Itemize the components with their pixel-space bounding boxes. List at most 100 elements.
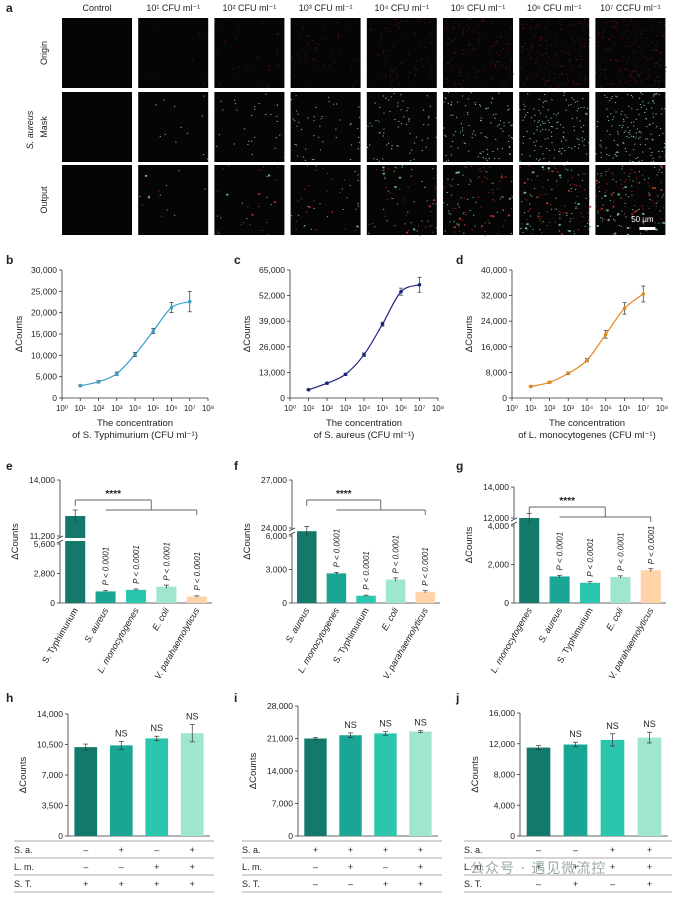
speckle xyxy=(652,139,654,141)
speckle xyxy=(258,193,261,195)
speckle xyxy=(582,140,584,142)
speckle xyxy=(636,71,638,73)
speckle xyxy=(548,122,550,124)
speckle xyxy=(380,34,383,36)
speckle xyxy=(410,175,412,177)
micrograph-tile xyxy=(519,92,590,162)
speckle xyxy=(543,158,545,159)
speckle xyxy=(390,96,392,98)
speckle xyxy=(637,157,639,158)
speckle xyxy=(435,185,437,187)
speckle xyxy=(638,75,640,77)
y-tick-label: 0 xyxy=(502,393,507,403)
speckle xyxy=(443,127,445,129)
speckle xyxy=(339,119,341,121)
speckle xyxy=(369,122,371,124)
speckle xyxy=(638,46,640,48)
speckle xyxy=(664,95,667,97)
table-cell: – xyxy=(536,845,541,855)
speckle xyxy=(570,58,572,60)
speckle xyxy=(413,158,415,160)
ns-label: NS xyxy=(344,720,357,730)
speckle xyxy=(615,155,617,157)
speckle xyxy=(653,102,655,104)
panel-letter-b: b xyxy=(6,253,13,267)
speckle xyxy=(658,94,660,95)
speckle xyxy=(546,225,548,226)
speckle xyxy=(544,100,546,102)
speckle xyxy=(457,223,460,226)
speckle xyxy=(570,169,573,171)
speckle xyxy=(499,198,502,200)
speckle xyxy=(534,150,536,151)
speckle xyxy=(235,38,237,40)
speckle xyxy=(484,222,486,224)
y-tick-label: 52,000 xyxy=(259,291,285,301)
speckle xyxy=(613,218,615,220)
speckle xyxy=(629,160,631,162)
speckle xyxy=(645,230,647,232)
speckle xyxy=(481,21,483,23)
speckle xyxy=(649,85,651,87)
speckle xyxy=(470,92,472,94)
speckle xyxy=(274,147,276,149)
speckle xyxy=(605,190,607,192)
series-line xyxy=(80,301,190,387)
speckle xyxy=(450,213,452,215)
speckle xyxy=(642,101,644,103)
speckle xyxy=(653,187,656,190)
speckle xyxy=(326,190,328,192)
speckle xyxy=(313,200,315,202)
speckle xyxy=(635,210,637,212)
speckle xyxy=(298,39,300,41)
column-header: 10² CFU ml⁻¹ xyxy=(223,3,277,13)
speckle xyxy=(266,222,268,224)
speckle xyxy=(556,122,558,124)
speckle xyxy=(420,58,423,60)
speckle xyxy=(577,174,580,176)
speckle xyxy=(423,124,425,126)
speckle xyxy=(545,100,548,102)
speckle xyxy=(609,58,612,60)
p-value-label: P < 0.0001 xyxy=(392,535,401,574)
x-tick-label: 10⁰ xyxy=(56,404,68,413)
speckle xyxy=(555,168,557,170)
bar xyxy=(339,735,362,836)
speckle xyxy=(634,79,636,81)
speckle xyxy=(319,203,321,205)
speckle xyxy=(268,174,271,177)
speckle xyxy=(276,121,278,122)
speckle xyxy=(549,57,551,59)
speckle xyxy=(474,104,477,106)
speckle xyxy=(161,31,163,33)
speckle xyxy=(238,28,240,30)
micrograph-tile xyxy=(443,92,513,162)
speckle xyxy=(582,173,584,175)
speckle xyxy=(357,204,359,205)
table-cell: + xyxy=(610,845,615,855)
speckle xyxy=(609,83,611,85)
speckle xyxy=(549,76,551,77)
speckle xyxy=(605,23,608,25)
speckle xyxy=(367,48,369,50)
table-cell: + xyxy=(313,845,318,855)
table-cell: + xyxy=(348,862,353,872)
speckle xyxy=(531,195,533,197)
micrograph-tile xyxy=(214,92,285,162)
speckle xyxy=(623,143,625,144)
speckle xyxy=(559,174,562,177)
speckle xyxy=(507,105,509,107)
speckle xyxy=(446,204,449,206)
speckle xyxy=(414,32,416,34)
speckle xyxy=(490,62,492,64)
speckle xyxy=(447,103,449,105)
speckle xyxy=(393,93,395,95)
table-cell: + xyxy=(190,862,195,872)
speckle xyxy=(582,131,584,133)
speckle xyxy=(300,129,302,131)
bar xyxy=(145,738,169,836)
speckle xyxy=(451,178,454,180)
speckle xyxy=(545,48,547,50)
speckle xyxy=(424,186,426,188)
speckle xyxy=(486,178,488,180)
